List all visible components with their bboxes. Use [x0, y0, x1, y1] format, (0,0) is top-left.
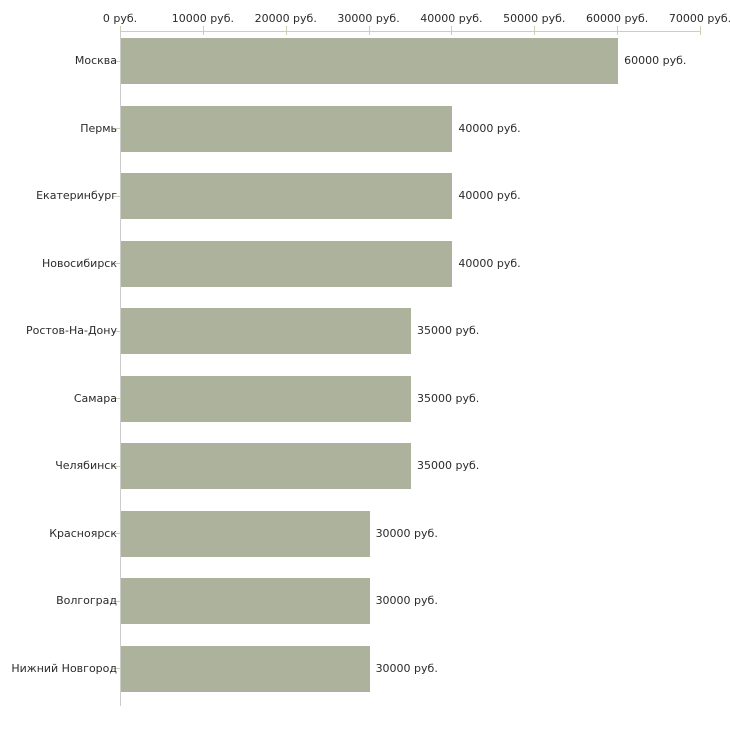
bar-6	[121, 375, 411, 422]
value-label: 30000 руб.	[375, 661, 438, 675]
value-label: 35000 руб.	[417, 459, 480, 472]
bar-9	[121, 578, 370, 624]
value-label: 40000 руб.	[458, 189, 521, 202]
category-label: Пермь	[80, 121, 117, 135]
y-axis-tick-mark	[113, 668, 120, 669]
y-axis-tick-mark	[113, 128, 120, 129]
x-axis-tick-mark	[451, 26, 453, 35]
x-axis-tick-label: 30000 руб.	[337, 12, 400, 25]
y-axis-tick-mark	[113, 600, 120, 602]
y-axis-tick-mark	[113, 330, 120, 332]
value-label: 60000 руб.	[624, 54, 687, 67]
x-axis-tick-label: 40000 руб.	[420, 12, 483, 25]
x-axis-tick-mark	[120, 26, 121, 35]
y-axis-tick-mark	[113, 263, 120, 264]
category-label: Волгоград	[56, 594, 117, 607]
x-axis-line	[120, 31, 701, 32]
bar-7	[121, 443, 411, 489]
x-axis-tick-mark	[202, 26, 204, 35]
bar-4	[121, 240, 453, 287]
category-label: Москва	[74, 54, 117, 67]
bar-5	[121, 308, 411, 354]
value-label: 40000 руб.	[458, 256, 521, 270]
bar-1	[121, 38, 619, 84]
y-axis-line	[120, 31, 121, 706]
category-label: Нижний Новгород	[11, 661, 117, 675]
value-label: 30000 руб.	[375, 526, 438, 540]
category-label: Ростов-На-Дону	[25, 324, 117, 337]
bar-2	[121, 105, 453, 152]
x-axis-tick-label: 70000 руб.	[668, 12, 730, 25]
y-axis-tick-mark	[113, 465, 120, 467]
value-label: 35000 руб.	[417, 391, 480, 405]
value-label: 30000 руб.	[375, 594, 438, 607]
value-label: 35000 руб.	[417, 324, 480, 337]
x-axis-tick-label: 10000 руб.	[171, 12, 234, 25]
bar-3	[121, 173, 453, 219]
x-axis-tick-label: 20000 руб.	[254, 12, 317, 25]
x-axis-tick-label: 60000 руб.	[586, 12, 649, 25]
y-axis-tick-mark	[113, 195, 120, 197]
category-label: Самара	[73, 391, 117, 405]
bar-10	[121, 645, 370, 692]
y-axis-tick-mark	[113, 398, 120, 399]
category-label: Челябинск	[55, 459, 117, 472]
bar-8	[121, 510, 370, 557]
category-label: Екатеринбург	[36, 189, 117, 202]
x-axis-tick-mark	[617, 26, 619, 35]
y-axis-tick-mark	[113, 60, 120, 62]
x-axis-tick-label: 50000 руб.	[503, 12, 566, 25]
category-label: Новосибирск	[41, 256, 117, 270]
x-axis-tick-mark	[534, 26, 536, 35]
value-label: 40000 руб.	[458, 121, 521, 135]
x-axis-tick-label: 0 руб.	[102, 12, 138, 25]
category-label: Красноярск	[49, 526, 117, 540]
x-axis-tick-mark	[700, 26, 701, 35]
x-axis-tick-mark	[285, 26, 287, 35]
y-axis-tick-mark	[113, 533, 120, 534]
x-axis-tick-mark	[368, 26, 370, 35]
